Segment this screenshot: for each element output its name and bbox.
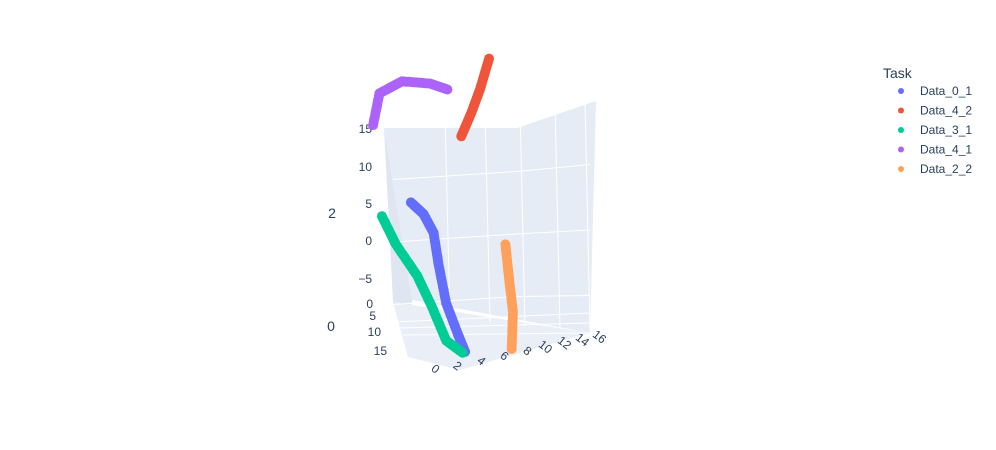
gridline-x — [554, 103, 561, 329]
legend-marker — [898, 107, 904, 114]
gridline-x — [519, 107, 526, 327]
series-layer — [368, 53, 518, 358]
series-Data_4_2 — [456, 53, 494, 142]
x-tick-label: 0 — [429, 361, 443, 376]
legend-marker — [898, 127, 904, 133]
gridline-z — [392, 98, 591, 118]
gridline-x — [444, 114, 451, 321]
legend-marker — [898, 146, 904, 153]
series-Data_2_2 — [500, 239, 518, 354]
gridline-x — [584, 100, 591, 332]
legend: Data_0_1 Data_4_2 Data_3_1 Data_4_1 Data_2_2 — [898, 84, 972, 176]
y-tick-label: 10 — [368, 325, 382, 339]
legend-label: Data_0_1 — [920, 84, 972, 98]
series-Data_3_1 — [376, 211, 468, 358]
y-axis-ticks: 05 10 15 — [366, 297, 387, 358]
z-tick-label: −5 — [358, 272, 372, 286]
data-point — [457, 347, 468, 358]
legend-label: Data_4_1 — [920, 143, 972, 157]
legend-label: Data_3_1 — [920, 123, 972, 137]
gridline-z — [392, 164, 591, 180]
legend-marker — [898, 88, 904, 94]
legend-item[interactable]: Data_4_1 — [898, 143, 972, 157]
legend-marker — [898, 166, 904, 172]
z-tick-label: 0 — [365, 234, 372, 248]
series-Data_0_1 — [405, 197, 471, 357]
legend-item[interactable]: Data_2_2 — [898, 162, 972, 176]
z-tick-label: 5 — [365, 197, 372, 211]
legend-item[interactable]: Data_0_1 — [898, 84, 972, 98]
data-point — [506, 343, 517, 354]
legend-label: Data_2_2 — [920, 162, 972, 176]
data-point — [484, 53, 494, 64]
y-tick-label: 5 — [369, 309, 376, 323]
z-tick-label: 10 — [359, 160, 373, 174]
gridlines — [392, 33, 591, 336]
legend-item[interactable]: Data_3_1 — [898, 123, 972, 137]
x-tick-label: 16 — [590, 327, 609, 346]
y-axis-title: 0 — [327, 318, 335, 334]
gridline-floor — [398, 322, 591, 329]
legend-item[interactable]: Data_4_2 — [898, 104, 972, 118]
z-axis-title: 2 — [328, 205, 336, 221]
series-Data_4_1 — [368, 76, 453, 131]
gridline-floor — [402, 332, 591, 336]
legend-title: Task — [883, 65, 913, 81]
y-tick-label: 0 — [366, 297, 373, 311]
legend-label: Data_4_2 — [920, 104, 972, 118]
gridline-x — [484, 110, 491, 324]
y-tick-label: 15 — [374, 344, 388, 358]
gridline-floor — [394, 312, 591, 323]
gridline-z — [392, 33, 591, 55]
data-point — [442, 84, 453, 95]
